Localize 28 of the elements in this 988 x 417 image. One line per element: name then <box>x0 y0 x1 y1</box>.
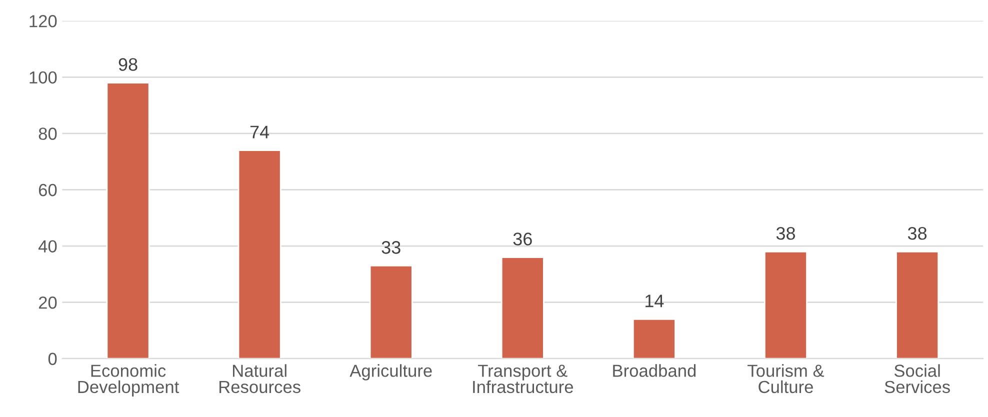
y-tick-label: 0 <box>48 352 57 366</box>
data-label: 38 <box>776 226 795 240</box>
y-tick-label: 40 <box>38 240 57 252</box>
bar <box>500 256 544 359</box>
x-tick-label: Social Services <box>884 364 950 394</box>
bar <box>764 250 808 359</box>
data-label: 33 <box>382 241 400 254</box>
x-tick-label: Tourism & Culture <box>748 364 824 394</box>
y-tick-label: 80 <box>38 128 57 140</box>
y-tick-label: 60 <box>38 184 57 196</box>
y-tick-label: 20 <box>38 296 57 309</box>
bar <box>106 82 150 359</box>
x-tick-label: Natural Resources <box>219 364 300 394</box>
bar <box>632 318 676 359</box>
x-tick-label: Economic Development <box>78 364 180 397</box>
x-tick-label: Transport & Infrastructure <box>473 364 574 394</box>
bar <box>369 265 413 359</box>
data-label: 74 <box>250 126 270 138</box>
y-tick-label: 120 <box>30 15 57 28</box>
x-tick-label: Agriculture <box>350 364 432 380</box>
y-tick-label: 100 <box>30 71 57 84</box>
data-label: 38 <box>908 226 927 240</box>
bar <box>238 150 282 359</box>
data-label: 98 <box>118 58 138 71</box>
x-tick-label: Broadband <box>613 364 696 377</box>
data-label: 14 <box>646 294 664 308</box>
data-label: 36 <box>513 232 532 246</box>
bar <box>896 250 940 359</box>
